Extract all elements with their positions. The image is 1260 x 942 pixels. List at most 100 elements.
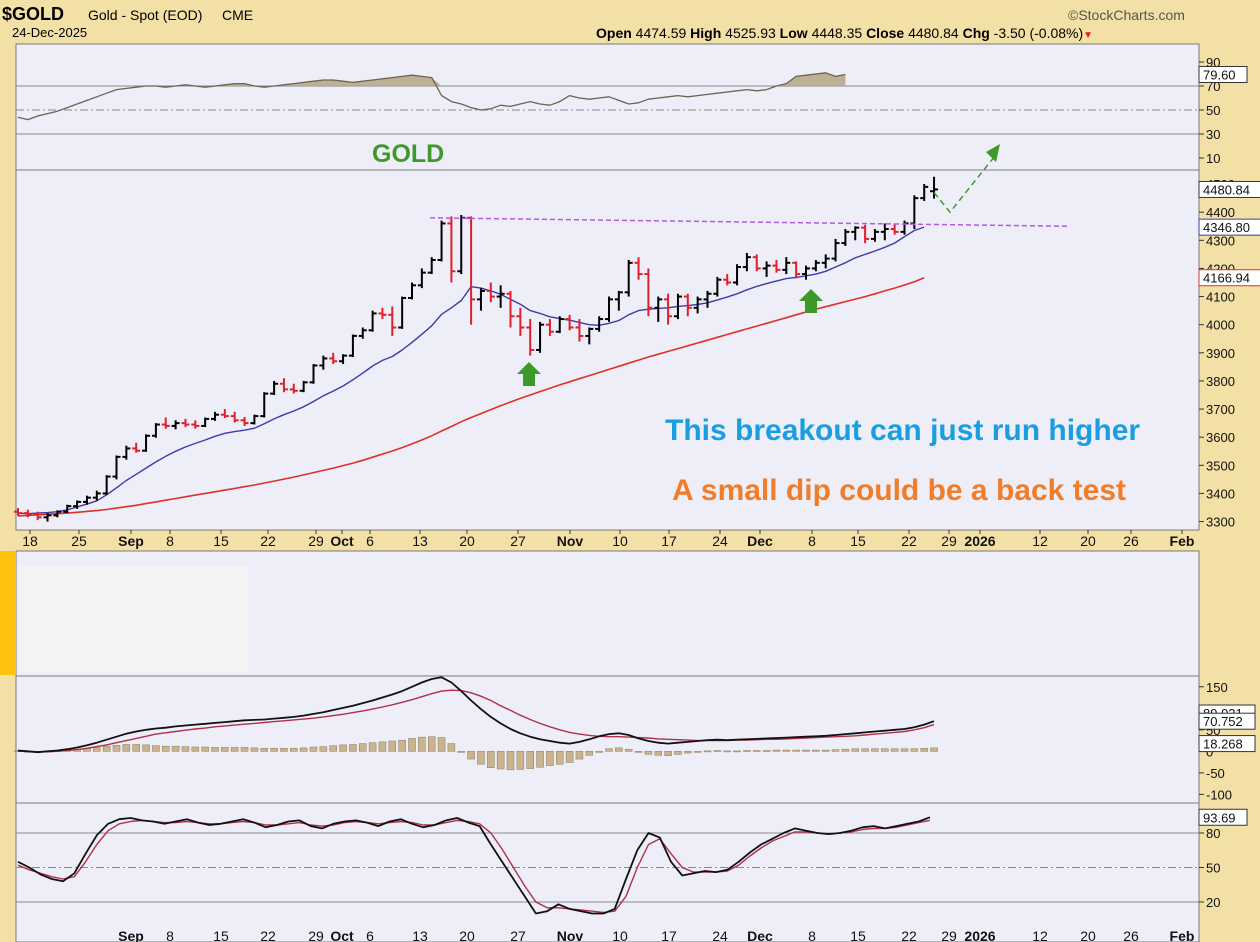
bottom-x-tick-label: 22 (901, 928, 917, 942)
bottom-x-tick-label: 29 (941, 928, 957, 942)
macd-histogram-bar (152, 745, 160, 752)
x-tick-label: 10 (612, 533, 628, 549)
macd-histogram-bar (792, 749, 800, 752)
macd-histogram-bar (290, 748, 298, 752)
macd-histogram-bar (270, 748, 278, 752)
rsi-last-value: 79.60 (1203, 67, 1236, 82)
macd-panel (15, 675, 1200, 804)
support-arrow-up-icon (517, 362, 541, 386)
ohlc-line: Open 4474.59 High 4525.93 Low 4448.35 Cl… (596, 25, 1093, 41)
macd-signal-line (18, 689, 935, 753)
close-value: 4480.84 (908, 25, 959, 41)
stoch-y-tick-label: 20 (1206, 895, 1220, 910)
macd-histogram-bar (211, 747, 219, 752)
price-y-tick-label: 4400 (1206, 205, 1235, 220)
macd-histogram-bar (812, 749, 820, 752)
bottom-x-tick-label: 10 (612, 928, 628, 942)
ma-slow-value-box (1198, 269, 1260, 287)
x-tick-label: 6 (366, 533, 374, 549)
macd-histogram-bar (841, 748, 850, 752)
stochastic-panel (15, 802, 1200, 942)
macd-histogram-bar (782, 749, 791, 752)
bottom-x-tick-label: 13 (412, 928, 428, 942)
rsi-last-value-box (1198, 65, 1248, 83)
macd-histogram-bar (112, 745, 121, 752)
bottom-x-tick-label: 20 (459, 928, 475, 942)
price-close-value-box (1198, 180, 1260, 198)
bottom-x-tick-label: Sep (118, 928, 144, 942)
stoch-y-tick-label: 50 (1206, 861, 1220, 876)
down-triangle-icon: ▼ (1083, 30, 1094, 41)
macd-histogram-bar (831, 749, 840, 752)
macd-histogram-bar (506, 751, 515, 771)
x-tick-label: 27 (510, 533, 526, 549)
price-y-tick-label: 3500 (1206, 458, 1235, 473)
macd-histogram-bar (467, 751, 475, 760)
chg-label: Chg (962, 25, 990, 41)
macd-histogram-bar (516, 751, 525, 770)
rsi-group (16, 72, 1199, 135)
macd-histogram-bar (437, 737, 446, 752)
macd-histogram-bar (487, 751, 495, 768)
legend-box (18, 566, 248, 672)
price-y-tick-label: 4100 (1206, 290, 1235, 305)
macd-histogram-bar (861, 748, 869, 752)
macd-histogram-bar (536, 751, 544, 768)
brand: ©StockCharts.com (1068, 7, 1185, 23)
instrument-name: Gold - Spot (EOD) (88, 7, 203, 23)
ma-fast-value: 4346.80 (1203, 220, 1250, 235)
macd-histogram-bar (122, 744, 131, 752)
macd-histogram-bar (772, 749, 781, 752)
macd-histogram-bar (881, 748, 889, 752)
macd-histogram-bar (447, 743, 456, 752)
x-tick-label: 22 (260, 533, 276, 549)
macd-histogram-bar (871, 748, 879, 752)
macd-histogram-bar (408, 738, 416, 752)
macd-histogram-bar (930, 747, 938, 752)
ma-slow-line (17, 276, 925, 517)
rsi-y-tick-label: 10 (1206, 151, 1220, 166)
x-tick-label: 12 (1032, 533, 1048, 549)
macd-histogram-bar (684, 751, 692, 754)
macd-histogram-bar (851, 748, 859, 752)
macd-histogram-bar (378, 741, 387, 752)
bottom-x-tick-label: 15 (850, 928, 866, 942)
macd-histogram-bar (388, 740, 397, 752)
macd-histogram-bar (359, 743, 367, 752)
macd-histogram-bar (546, 751, 554, 766)
bottom-x-tick-label: 20 (1080, 928, 1096, 942)
macd-histogram-bar (654, 751, 662, 756)
price-y-tick-label: 3300 (1206, 515, 1235, 530)
macd-signal-value-box (1198, 712, 1256, 730)
macd-histogram-bar (674, 751, 682, 755)
bottom-x-tick-label: 15 (213, 928, 229, 942)
macd-histogram-bar (575, 751, 584, 760)
macd-histogram-bar (191, 746, 200, 752)
macd-histogram-bar (900, 748, 909, 752)
macd-y-tick-label: -50 (1206, 766, 1225, 781)
stochastic-group (16, 816, 1199, 915)
price-y-tick-label: 4300 (1206, 233, 1235, 248)
macd-hist-value-box (1198, 735, 1256, 753)
macd-histogram-bar (743, 750, 751, 752)
macd-histogram-bar (733, 750, 741, 753)
x-tick-label: 20 (459, 533, 475, 549)
macd-histogram-bar (427, 736, 436, 752)
bottom-x-tick-label: 2026 (964, 928, 995, 942)
macd-line (17, 676, 935, 754)
bottom-x-tick-label: 22 (260, 928, 276, 942)
bottom-x-tick-label: Nov (557, 928, 584, 942)
macd-histogram-bar (368, 742, 377, 752)
macd-histogram-bar (477, 751, 485, 765)
macd-histogram-bar (713, 750, 722, 752)
low-value: 4448.35 (811, 25, 863, 41)
macd-histogram-bar (162, 745, 170, 752)
macd-histogram-bar (142, 744, 150, 752)
symbol: $GOLD (2, 4, 65, 24)
macd-histogram-bar (723, 750, 731, 753)
rsi-panel (15, 43, 1200, 171)
x-tick-label: 29 (308, 533, 324, 549)
bottom-x-tick-label: 29 (308, 928, 324, 942)
close-label: Close (866, 25, 905, 41)
